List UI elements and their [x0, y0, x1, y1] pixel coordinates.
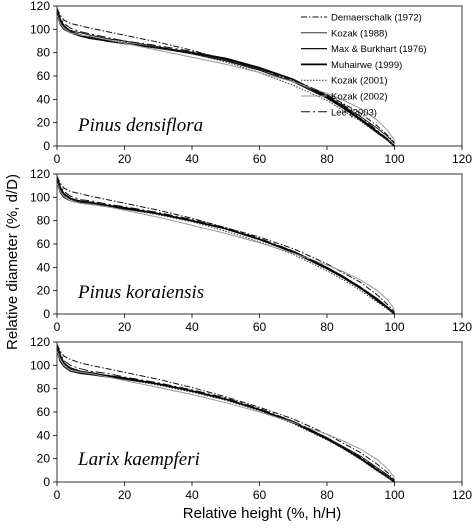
legend-entry: Kozak (2002) [331, 92, 388, 103]
series-line-kozak-2001 [57, 11, 395, 146]
series-line-muhairwe-1999 [57, 178, 396, 314]
x-tick-label: 100 [384, 488, 404, 502]
y-tick-label: 80 [37, 214, 51, 228]
x-tick-label: 20 [118, 152, 132, 166]
x-tick-label: 20 [118, 320, 132, 334]
x-tick-label: 0 [54, 488, 61, 502]
y-tick-label: 0 [43, 475, 50, 489]
x-tick-label: 60 [253, 488, 267, 502]
y-tick-label: 60 [37, 69, 51, 83]
y-tick-label: 0 [43, 307, 50, 321]
y-tick-label: 80 [37, 46, 51, 60]
x-tick-label: 40 [185, 152, 199, 166]
series-line-kozak-2001 [57, 179, 395, 314]
legend-entry: Lee (2003) [331, 107, 377, 118]
x-tick-label: 120 [452, 320, 472, 334]
legend: Demaerschalk (1972) Kozak (1988) Max & Bur… [301, 13, 427, 118]
y-tick-label: 20 [37, 116, 51, 130]
series-line-kozak-2002 [57, 351, 395, 478]
series-line-kozak-2002 [57, 15, 395, 141]
x-tick-label: 100 [384, 152, 404, 166]
y-tick-label: 0 [43, 139, 50, 153]
species-annotation: Pinus densiflora [77, 115, 203, 136]
x-tick-label: 20 [118, 488, 132, 502]
legend-entry: Demaerschalk (1972) [331, 13, 422, 24]
panel-pinus-densiflora: 0 20 40 60 80 100 120 0 20 40 60 80 100 120 Pinus dens… [30, 0, 472, 166]
x-tick-label: 0 [54, 152, 61, 166]
x-tick-label: 40 [185, 488, 199, 502]
panel-pinus-koraiensis: 0 20 40 60 80 100 120 0 20 40 60 80 100 120 Pinus kora… [30, 167, 472, 334]
y-tick-label: 60 [37, 405, 51, 419]
y-tick-label: 20 [37, 284, 51, 298]
y-tick-label: 80 [37, 382, 51, 396]
legend-entry: Muhairwe (1999) [331, 60, 402, 71]
x-tick-label: 40 [185, 320, 199, 334]
x-tick-label: 100 [384, 320, 404, 334]
legend-entry: Kozak (2001) [331, 76, 388, 87]
legend-entry: Max & Burkhart (1976) [331, 44, 427, 55]
x-tick-label: 80 [320, 488, 334, 502]
x-tick-label: 120 [452, 488, 472, 502]
y-tick-label: 120 [30, 335, 50, 349]
y-tick-label: 40 [37, 260, 51, 274]
series-line-demaerschalk-1972 [57, 8, 395, 143]
x-tick-label: 60 [253, 320, 267, 334]
x-tick-label: 60 [253, 152, 267, 166]
species-annotation: Larix kaempferi [77, 449, 200, 470]
series-line-lee-2003 [57, 9, 395, 146]
y-tick-label: 60 [37, 237, 51, 251]
x-tick-label: 80 [320, 320, 334, 334]
y-axis-title: Relative diameter (%, d/D) [4, 174, 21, 350]
series-line-lee-2003 [57, 177, 395, 314]
y-tick-label: 40 [37, 428, 51, 442]
series-line-muhairwe-1999 [57, 346, 396, 482]
y-tick-label: 40 [37, 92, 51, 106]
y-tick-label: 100 [30, 22, 50, 36]
series-line-demaerschalk-1972 [57, 344, 395, 481]
y-tick-label: 120 [30, 0, 50, 13]
series-line-kozak-2002 [57, 183, 395, 310]
series-line-lee-2003 [57, 345, 395, 482]
y-tick-label: 100 [30, 190, 50, 204]
x-axis-title: Relative height (%, h/H) [183, 505, 341, 522]
legend-entry: Kozak (1988) [331, 28, 388, 39]
x-tick-label: 0 [54, 320, 61, 334]
series-line-demaerschalk-1972 [57, 176, 395, 313]
x-tick-label: 120 [452, 152, 472, 166]
panel-larix-kaempferi: 0 20 40 60 80 100 120 0 20 40 60 80 100 120 Larix kaem… [30, 335, 472, 502]
x-tick-label: 80 [320, 152, 334, 166]
y-tick-label: 20 [37, 452, 51, 466]
y-tick-label: 120 [30, 167, 50, 181]
species-annotation: Pinus koraiensis [77, 282, 204, 303]
y-tick-label: 100 [30, 358, 50, 372]
